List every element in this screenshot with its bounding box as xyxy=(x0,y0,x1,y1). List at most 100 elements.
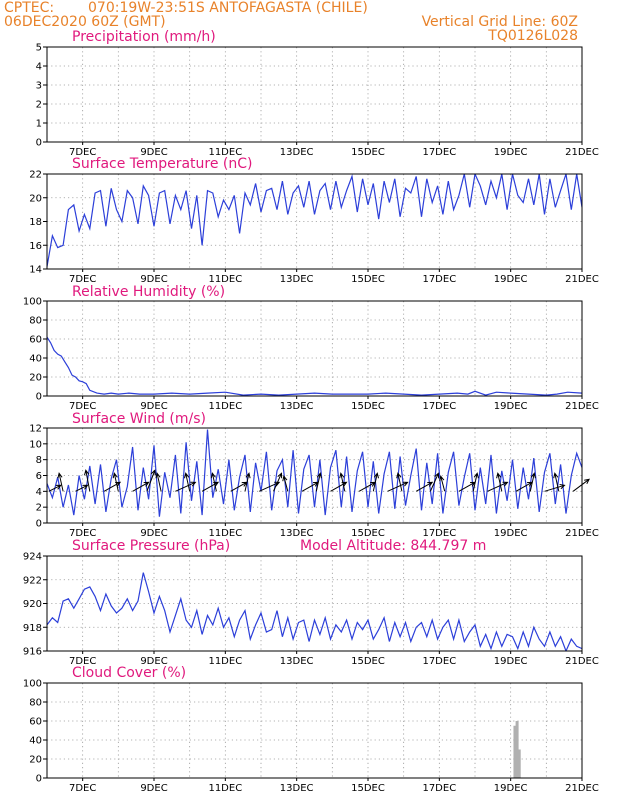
wind-arrow xyxy=(244,472,251,492)
x-tick-label: 15DEC xyxy=(351,656,385,667)
panel-precipitation: 0 1 2 3 4 5 7DEC 9DEC 11DEC 13DEC 15DEC 17DEC 19DEC 2… xyxy=(36,43,599,159)
x-tick-label: 11DEC xyxy=(208,783,242,794)
wind-arrow xyxy=(544,484,566,492)
wind-arrow xyxy=(155,472,162,492)
header-grid-note: Vertical Grid Line: 60Z xyxy=(422,14,578,30)
panel-frame xyxy=(46,173,583,270)
x-tick-label: 15DEC xyxy=(351,783,385,794)
x-tick-label: 21DEC xyxy=(565,274,599,285)
x-tick-label: 21DEC xyxy=(565,147,599,158)
x-tick-label: 13DEC xyxy=(280,783,314,794)
x-tick-label: 13DEC xyxy=(280,656,314,667)
x-tick-label: 21DEC xyxy=(565,783,599,794)
y-tick-label: 8 xyxy=(36,455,42,466)
y-tick-label: 3 xyxy=(36,81,42,92)
wind-arrow xyxy=(429,472,440,492)
x-tick-label: 9DEC xyxy=(140,274,167,285)
y-tick-label: 20 xyxy=(29,193,42,204)
x-tick-label: 7DEC xyxy=(69,656,96,667)
x-tick-label: 15DEC xyxy=(351,528,385,539)
y-tick-label: 60 xyxy=(29,335,42,346)
wind-arrow xyxy=(282,475,289,492)
x-tick-label: 17DEC xyxy=(422,656,456,667)
y-tick-label: 2 xyxy=(36,503,42,514)
y-tick-label: 20 xyxy=(29,373,42,384)
x-tick-label: 17DEC xyxy=(422,274,456,285)
panel-humidity: 0 20 40 60 80 100 7DEC 9DEC 11DEC 13DEC 15DEC 17DEC… xyxy=(23,297,599,413)
x-tick-label: 19DEC xyxy=(494,528,528,539)
x-tick-label: 19DEC xyxy=(494,401,528,412)
y-tick-label: 22 xyxy=(29,170,42,181)
y-tick-label: 5 xyxy=(36,43,42,54)
x-tick-label: 19DEC xyxy=(494,147,528,158)
wind-arrow xyxy=(57,472,64,492)
wind-arrow xyxy=(553,472,560,492)
wind-arrow xyxy=(273,472,283,492)
panel-cloud: 0 20 40 60 80 100 7DEC 9DEC 11DEC 13DEC 15DEC 17DEC… xyxy=(23,679,599,795)
y-tick-label: 918 xyxy=(23,623,42,634)
cloud-bar xyxy=(513,725,517,778)
wind-arrow xyxy=(48,484,62,492)
wind-arrow xyxy=(132,481,150,492)
wind-arrow xyxy=(387,481,409,492)
panel-wind: 0 2 4 6 8 10 12 7DEC 9DEC 11DEC 13DEC 15DEC 17DEC 19D… xyxy=(29,424,599,540)
y-tick-label: 0 xyxy=(36,519,42,530)
wind-arrow xyxy=(472,472,479,492)
x-tick-label: 11DEC xyxy=(208,528,242,539)
wind-arrow xyxy=(358,481,377,492)
x-tick-label: 19DEC xyxy=(494,274,528,285)
x-tick-label: 7DEC xyxy=(69,274,96,285)
y-tick-label: 14 xyxy=(29,265,42,276)
panel-temperature: 14 16 18 20 22 7DEC 9DEC 11DEC 13DEC 15DEC 17DEC 19… xyxy=(29,170,599,286)
wind-arrow xyxy=(84,469,91,492)
x-tick-label: 7DEC xyxy=(69,783,96,794)
y-tick-label: 0 xyxy=(36,392,42,403)
x-tick-label: 15DEC xyxy=(351,274,385,285)
wind-arrow xyxy=(529,472,536,492)
wind-arrow xyxy=(487,481,509,492)
y-tick-label: 80 xyxy=(29,316,42,327)
wind-arrow xyxy=(175,481,197,492)
panel-frame xyxy=(46,682,583,779)
panel-title-temperature: Surface Temperature (nC) xyxy=(72,156,253,172)
panel-frame xyxy=(46,427,583,524)
x-tick-label: 15DEC xyxy=(351,147,385,158)
y-tick-label: 6 xyxy=(36,471,42,482)
pressure-model-altitude: Model Altitude: 844.797 m xyxy=(300,538,486,554)
y-tick-label: 20 xyxy=(29,755,42,766)
panel-title-wind: Surface Wind (m/s) xyxy=(72,411,206,427)
panel-title-humidity: Relative Humidity (%) xyxy=(72,284,225,300)
x-tick-label: 17DEC xyxy=(422,147,456,158)
y-tick-label: 924 xyxy=(23,552,42,563)
wind-arrow xyxy=(258,481,281,492)
header-code: TQ0126L028 xyxy=(487,28,578,44)
panel-pressure: 916 918 920 922 924 7DEC 9DEC 11DEC 13DEC 15DEC 17… xyxy=(23,552,599,668)
x-tick-label: 15DEC xyxy=(351,401,385,412)
series-line-pressure xyxy=(47,572,582,651)
y-tick-label: 12 xyxy=(29,424,42,435)
x-tick-label: 7DEC xyxy=(69,147,96,158)
y-tick-label: 100 xyxy=(23,679,42,690)
y-tick-label: 80 xyxy=(29,698,42,709)
x-tick-label: 21DEC xyxy=(565,401,599,412)
x-tick-label: 17DEC xyxy=(422,783,456,794)
wind-arrow xyxy=(415,481,434,492)
y-tick-label: 60 xyxy=(29,717,42,728)
y-tick-label: 4 xyxy=(36,487,42,498)
wind-arrow xyxy=(75,484,89,492)
y-tick-label: 18 xyxy=(29,217,42,228)
x-tick-label: 9DEC xyxy=(140,147,167,158)
wind-arrow xyxy=(496,472,503,492)
wind-arrow xyxy=(439,475,446,492)
x-tick-label: 11DEC xyxy=(208,401,242,412)
x-tick-label: 13DEC xyxy=(280,147,314,158)
y-tick-label: 922 xyxy=(23,575,42,586)
x-tick-label: 9DEC xyxy=(140,401,167,412)
x-tick-label: 9DEC xyxy=(140,783,167,794)
wind-arrow xyxy=(572,478,591,492)
wind-arrow xyxy=(396,472,403,492)
header-location: 070:19W-23:51S ANTOFAGASTA (CHILE) xyxy=(88,0,368,16)
y-tick-label: 0 xyxy=(36,774,42,785)
x-tick-label: 9DEC xyxy=(140,528,167,539)
